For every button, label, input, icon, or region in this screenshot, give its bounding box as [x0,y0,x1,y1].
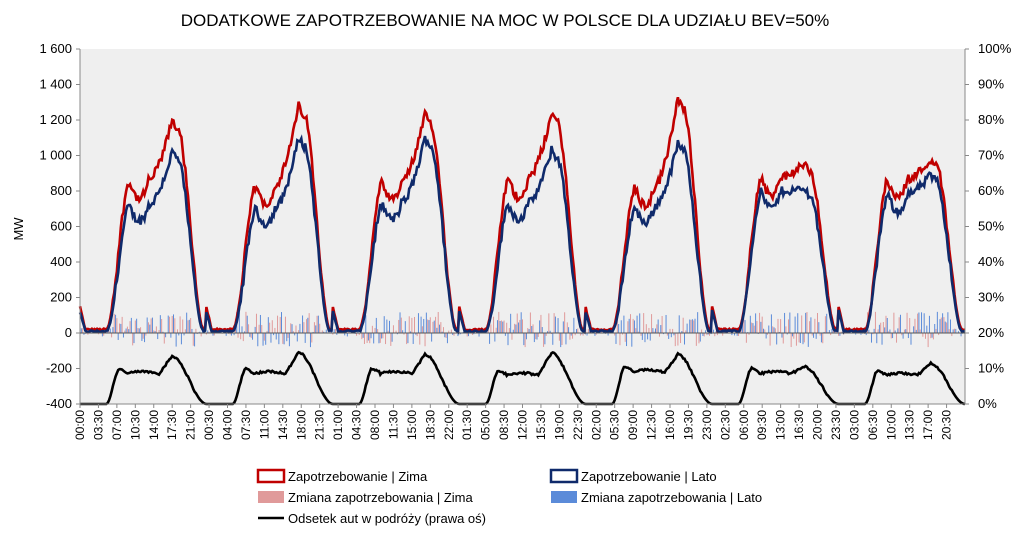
x-tick-label: 18:00 [294,410,308,440]
x-tick-label: 16:30 [792,410,806,440]
x-tick-label: 09:30 [755,410,769,440]
plot-area [80,49,965,404]
y2-tick-label: 40% [978,254,1004,269]
y-axis-label: MW [11,217,26,241]
legend-item: Zapotrzebowanie | Zima [256,468,428,484]
x-tick-label: 21:30 [313,410,327,440]
x-tick-label: 12:00 [516,410,530,440]
x-tick-label: 05:30 [608,410,622,440]
x-tick-label: 00:30 [202,410,216,440]
y-tick-label: 0 [65,325,72,340]
axes-layer: -400 -200 0 200 400 600 800 1 000 1 200 1 400 1 60… [39,41,1011,440]
x-tick-label: 22:00 [442,410,456,440]
x-tick-label: 02:00 [589,410,603,440]
y2-tick-label: 50% [978,219,1004,234]
x-tick-label: 10:30 [128,410,142,440]
x-tick-label: 08:30 [497,410,511,440]
x-tick-label: 04:00 [221,410,235,440]
legend-swatch [258,491,284,503]
x-tick-label: 20:30 [940,410,954,440]
x-tick-label: 16:00 [663,410,677,440]
legend-swatch [551,491,577,503]
y-tick-label: -400 [46,396,72,411]
x-tick-label: 15:00 [405,410,419,440]
y2-tick-label: 70% [978,148,1004,163]
legend-label: Zapotrzebowanie | Zima [288,469,428,484]
legend-item: Odsetek aut w podróży (prawa oś) [258,511,486,526]
legend-label: Odsetek aut w podróży (prawa oś) [288,511,486,526]
y2-tick-label: 90% [978,77,1004,92]
y2-tick-label: 80% [978,112,1004,127]
x-tick-label: 10:00 [884,410,898,440]
x-tick-label: 19:00 [552,410,566,440]
x-tick-label: 14:00 [147,410,161,440]
y2-tick-label: 10% [978,361,1004,376]
y-tick-label: 1 600 [39,41,72,56]
x-tick-label: 02:30 [718,410,732,440]
x-tick-label: 23:30 [829,410,843,440]
x-tick-label: 19:30 [681,410,695,440]
x-tick-label: 04:30 [350,410,364,440]
x-tick-label: 03:30 [91,410,105,440]
x-tick-label: 14:30 [276,410,290,440]
legend: Zapotrzebowanie | Zima Zapotrzebowanie | … [256,468,762,526]
x-tick-label: 23:00 [700,410,714,440]
x-tick-label: 13:00 [774,410,788,440]
x-tick-label: 17:00 [921,410,935,440]
legend-swatch [549,468,579,484]
y-tick-label: 400 [50,254,72,269]
x-tick-label: 15:30 [534,410,548,440]
x-tick-label: 03:00 [847,410,861,440]
x-tick-label: 20:00 [811,410,825,440]
x-tick-label: 01:30 [460,410,474,440]
x-tick-label: 05:00 [479,410,493,440]
x-tick-label: 00:00 [73,410,87,440]
x-tick-label: 08:00 [368,410,382,440]
x-tick-label: 21:00 [184,410,198,440]
x-tick-label: 07:00 [110,410,124,440]
y-tick-label: 1 200 [39,112,72,127]
legend-swatch [256,468,286,484]
x-tick-label: 22:30 [571,410,585,440]
y-tick-label: 1 000 [39,148,72,163]
x-tick-label: 18:30 [423,410,437,440]
legend-item: Zapotrzebowanie | Lato [549,468,717,484]
x-tick-label: 06:30 [866,410,880,440]
y2-tick-label: 30% [978,290,1004,305]
y2-tick-label: 60% [978,183,1004,198]
y-tick-label: 600 [50,219,72,234]
legend-label: Zmiana zapotrzebowania | Lato [581,490,762,505]
x-tick-label: 01:00 [331,410,345,440]
x-tick-label: 07:30 [239,410,253,440]
y-tick-label: 200 [50,290,72,305]
legend-label: Zapotrzebowanie | Lato [581,469,717,484]
x-tick-label: 06:00 [737,410,751,440]
legend-item: Zmiana zapotrzebowania | Zima [258,490,474,505]
legend-item: Zmiana zapotrzebowania | Lato [551,490,762,505]
legend-label: Zmiana zapotrzebowania | Zima [288,490,474,505]
chart-title: DODATKOWE ZAPOTRZEBOWANIE NA MOC W POLSC… [181,11,829,30]
x-tick-label: 09:00 [626,410,640,440]
x-tick-label: 11:30 [386,410,400,439]
y2-tick-label: 100% [978,41,1012,56]
series-lato [78,134,966,335]
y2-tick-label: 0% [978,396,997,411]
x-tick-label: 11:00 [257,410,271,439]
y2-tick-label: 20% [978,325,1004,340]
y-tick-label: 800 [50,183,72,198]
y-tick-label: -200 [46,361,72,376]
x-tick-label: 17:30 [165,410,179,440]
x-tick-label: 13:30 [903,410,917,440]
y-tick-label: 1 400 [39,77,72,92]
x-tick-label: 12:30 [645,410,659,440]
